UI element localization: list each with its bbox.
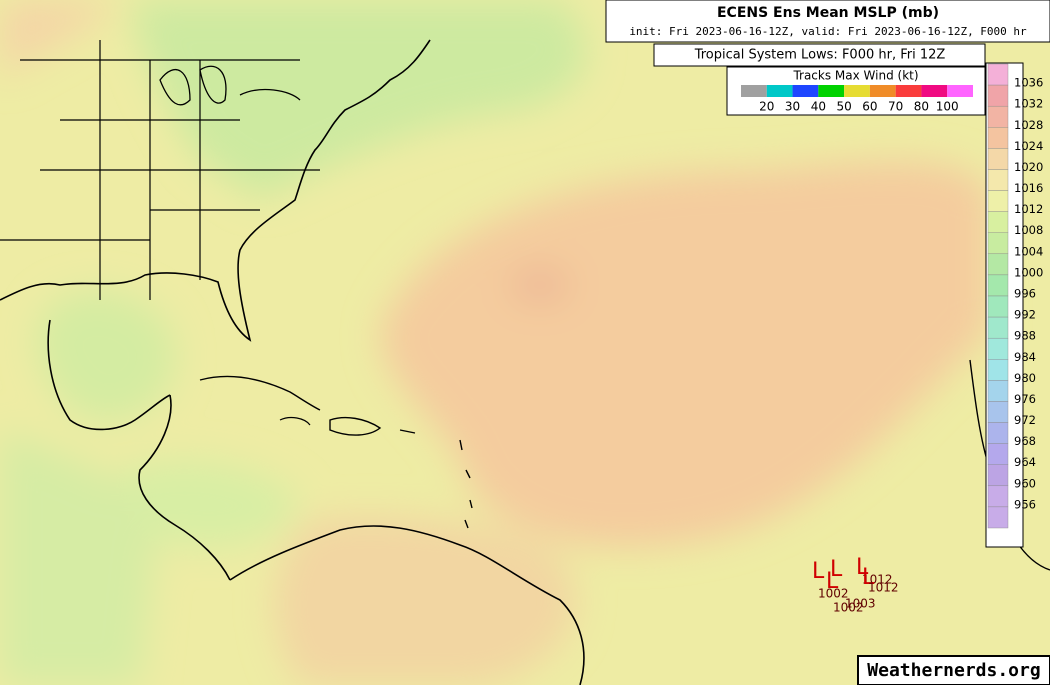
wind-swatch: [792, 85, 819, 97]
colorbar-segment: [987, 485, 1009, 508]
colorbar-label: 1008: [1014, 223, 1043, 237]
wind-legend: 20 30 40 50 60 70 80 100: [741, 85, 973, 114]
colorbar-label: 1032: [1014, 97, 1043, 111]
header-box: ECENS Ens Mean MSLP (mb) init: Fri 2023-…: [605, 0, 1050, 43]
colorbar-segment: [987, 105, 1009, 128]
wind-label: 60: [862, 100, 877, 114]
colorbar-segment: [987, 464, 1009, 487]
wind-swatch: [844, 85, 870, 97]
colorbar-label: 1024: [1014, 139, 1043, 153]
colorbar-label: 960: [1014, 476, 1036, 490]
colorbar-segment: [987, 380, 1009, 402]
colorbar-label: 980: [1014, 371, 1036, 385]
colorbar-segment: [987, 422, 1009, 444]
low-pressure: 1002: [833, 601, 864, 615]
colorbar-segment: [987, 253, 1009, 276]
map-title: ECENS Ens Mean MSLP (mb): [717, 5, 939, 21]
low-pressure: 1002: [818, 587, 849, 601]
colorbar-label: 968: [1014, 434, 1036, 448]
colorbar-label: 1012: [1014, 202, 1043, 216]
wind-swatch: [921, 85, 948, 97]
low-symbol: L: [862, 565, 875, 590]
colorbar: 1036 1032 1028 1024 1020 1016 1012 1008 1004 1000…: [987, 63, 1043, 529]
wind-swatch: [741, 85, 767, 97]
colorbar-segment: [987, 63, 1009, 86]
credit: Weathernerds.org: [867, 660, 1040, 681]
colorbar-label: 964: [1014, 455, 1036, 469]
header-background: [605, 0, 1050, 43]
colorbar-segment: [987, 359, 1009, 381]
low-pressure: 1003: [845, 597, 876, 611]
wind-swatch: [869, 85, 896, 97]
wind-label: 100: [936, 100, 959, 114]
wind-swatch: [895, 85, 922, 97]
lows-header-background: [653, 43, 986, 67]
colorbar-label: 1004: [1014, 244, 1043, 258]
colorbar-segment: [987, 84, 1009, 107]
colorbar-label: 1016: [1014, 181, 1043, 195]
colorbar-label: 976: [1014, 392, 1036, 406]
wind-label: 50: [836, 100, 851, 114]
colorbar-label: 956: [1014, 497, 1036, 511]
colorbar-segment: [987, 148, 1009, 170]
colorbar-label: 1036: [1014, 76, 1043, 90]
wind-label: 70: [888, 100, 903, 114]
colorbar-segment: [987, 295, 1009, 318]
colorbar-segment: [987, 316, 1009, 339]
colorbar-label: 984: [1014, 350, 1036, 364]
wind-label: 20: [759, 100, 774, 114]
colorbar-label: 992: [1014, 308, 1036, 322]
wind-swatch: [947, 85, 973, 97]
wind-label: 80: [914, 100, 929, 114]
low-symbol: L: [830, 557, 843, 582]
colorbar-segment: [987, 506, 1009, 529]
coastlines: [0, 39, 1050, 686]
colorbar-segment: [987, 443, 1009, 465]
colorbar-label: 1000: [1014, 265, 1043, 279]
colorbar-segment: [987, 274, 1009, 297]
low-pressure: 1012: [868, 581, 899, 595]
wind-legend-title: Tracks Max Wind (kt): [792, 69, 918, 83]
lows-header: Tropical System Lows: F000 hr, Fri 12Z: [694, 48, 946, 63]
colorbar-segment: [987, 232, 1009, 255]
wind-label: 40: [811, 100, 826, 114]
colorbar-label: 1028: [1014, 118, 1043, 132]
colorbar-label: 972: [1014, 413, 1036, 427]
colorbar-segment: [987, 190, 1009, 212]
low-symbol: L: [826, 569, 839, 594]
colorbar-label: 996: [1014, 287, 1036, 301]
low-symbol: L: [856, 555, 869, 580]
colorbar-label: 1020: [1014, 160, 1043, 174]
colorbar-label: 988: [1014, 329, 1036, 343]
colorbar-segment: [987, 211, 1009, 233]
wind-swatch: [818, 85, 845, 97]
pressure-field: [0, 0, 990, 685]
map-subtitle: init: Fri 2023-06-16-12Z, valid: Fri 202…: [629, 25, 1027, 38]
wind-swatch: [766, 85, 793, 97]
colorbar-segment: [987, 169, 1009, 191]
colorbar-segment: [987, 127, 1009, 149]
low-symbol: L: [812, 559, 825, 584]
colorbar-segment: [987, 401, 1009, 423]
colorbar-segment: [987, 337, 1009, 360]
low-pressure: 1012: [862, 573, 893, 587]
wind-label: 30: [785, 100, 800, 114]
